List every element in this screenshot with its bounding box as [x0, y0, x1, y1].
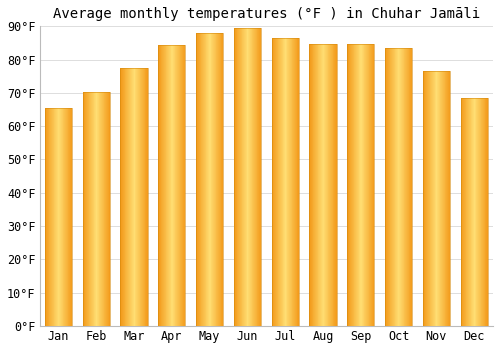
- Bar: [310, 44, 336, 326]
- Bar: [45, 108, 72, 326]
- Bar: [272, 38, 299, 326]
- Bar: [196, 33, 224, 326]
- Bar: [460, 98, 488, 326]
- Bar: [347, 44, 374, 326]
- Bar: [234, 28, 261, 326]
- Bar: [82, 92, 110, 326]
- Title: Average monthly temperatures (°F ) in Chuhar Jamāli: Average monthly temperatures (°F ) in Ch…: [53, 7, 480, 21]
- Bar: [423, 71, 450, 326]
- Bar: [385, 48, 412, 326]
- Bar: [158, 44, 186, 326]
- Bar: [120, 68, 148, 326]
